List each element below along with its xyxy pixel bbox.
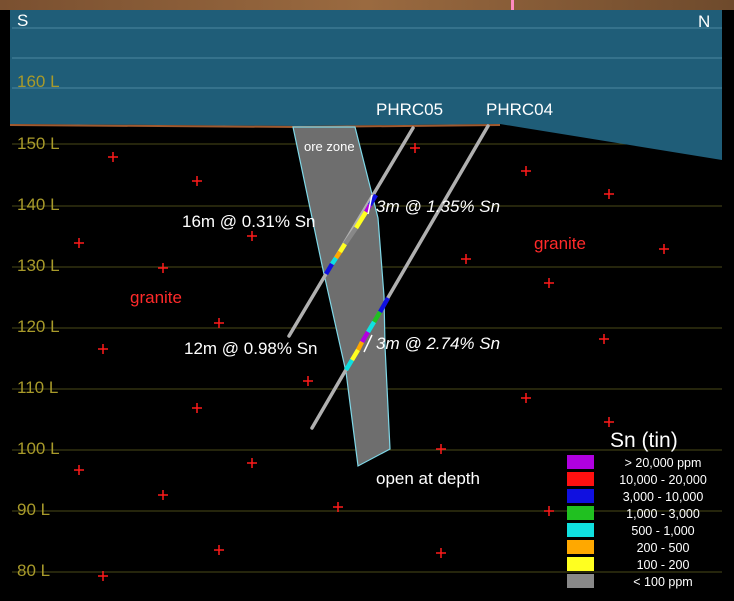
granite-cross (521, 166, 531, 176)
granite-crosses (74, 143, 669, 581)
assay-interval (366, 320, 376, 334)
sky-overburden (10, 10, 722, 160)
granite-cross (521, 393, 531, 403)
legend-label: 200 - 500 (637, 541, 690, 555)
assay-interval (378, 296, 390, 314)
south-label: S (17, 11, 28, 30)
intercept-phrc04-broad: 12m @ 0.98% Sn (184, 339, 318, 358)
level-label-100: 100 L (17, 439, 60, 458)
granite-cross (98, 571, 108, 581)
legend-label: 3,000 - 10,000 (623, 490, 704, 504)
granite-cross (599, 334, 609, 344)
drill-hole-phrc04-label: PHRC04 (486, 100, 553, 119)
intercept-bracket (363, 334, 373, 353)
granite-cross (604, 417, 614, 427)
granite-cross (192, 403, 202, 413)
level-label-120: 120 L (17, 317, 60, 336)
intercept-phrc05-broad: 16m @ 0.31% Sn (182, 212, 316, 231)
legend: Sn (tin) > 20,000 ppm 10,000 - 20,000 3,00… (567, 429, 707, 589)
legend-label: > 20,000 ppm (625, 456, 702, 470)
granite-cross (436, 548, 446, 558)
assay-interval (344, 358, 354, 372)
open-at-depth-note: open at depth (376, 469, 480, 488)
assay-interval (350, 348, 360, 362)
legend-swatch (567, 540, 594, 554)
assay-interval (334, 250, 342, 260)
intercept-phrc04-high-grade: 3m @ 2.74% Sn (376, 334, 500, 353)
level-label-110: 110 L (17, 378, 58, 397)
granite-cross (544, 278, 554, 288)
granite-cross (303, 376, 313, 386)
legend-items: > 20,000 ppm 10,000 - 20,000 3,000 - 10,00… (567, 455, 707, 589)
level-label-160: 160 L (17, 72, 60, 91)
assay-interval (324, 262, 334, 276)
level-label-130: 130 L (17, 256, 60, 275)
level-label-140: 140 L (17, 195, 60, 214)
granite-cross (158, 263, 168, 273)
legend-swatch (567, 574, 594, 588)
assay-interval (338, 242, 347, 254)
legend-swatch (567, 472, 594, 486)
intercept-phrc05-high-grade: 3m @ 1.35% Sn (376, 197, 500, 216)
level-label-150: 150 L (17, 134, 60, 153)
level-label-80: 80 L (17, 561, 50, 580)
legend-swatch (567, 506, 594, 520)
granite-cross (108, 152, 118, 162)
granite-cross (461, 254, 471, 264)
legend-title: Sn (tin) (610, 429, 678, 452)
granite-cross (214, 545, 224, 555)
drill-hole-phrc05-label: PHRC05 (376, 100, 443, 119)
granite-cross (214, 318, 224, 328)
granite-cross (436, 444, 446, 454)
assay-interval (372, 310, 382, 324)
north-label: N (698, 12, 710, 31)
granite-cross (604, 189, 614, 199)
granite-cross (74, 238, 84, 248)
surface-ground (0, 0, 734, 10)
legend-label: 1,000 - 3,000 (626, 507, 700, 521)
granite-cross (247, 458, 257, 468)
legend-label: < 100 ppm (633, 575, 692, 589)
granite-cross (98, 344, 108, 354)
granite-cross (410, 143, 420, 153)
legend-label: 10,000 - 20,000 (619, 473, 707, 487)
drill-hole-phrc04-trace (310, 124, 490, 430)
granite-cross (333, 502, 343, 512)
legend-swatch (567, 455, 594, 469)
surface-line (9, 124, 301, 128)
legend-swatch (567, 489, 594, 503)
granite-cross (544, 506, 554, 516)
assay-interval (360, 330, 370, 344)
legend-label: 100 - 200 (637, 558, 690, 572)
legend-swatch (567, 523, 594, 537)
legend-swatch (567, 557, 594, 571)
granite-cross (659, 244, 669, 254)
level-label-90: 90 L (17, 500, 50, 519)
intercept-bracket (367, 194, 373, 215)
pink-marker (511, 0, 514, 10)
granite-label: granite (130, 288, 182, 307)
granite-cross (192, 176, 202, 186)
granite-cross (247, 231, 257, 241)
assay-interval (355, 340, 365, 352)
granite-cross (74, 465, 84, 475)
sky-level-lines (12, 27, 722, 89)
assay-interval (330, 256, 338, 266)
legend-label: 500 - 1,000 (631, 524, 694, 538)
assay-interval (343, 226, 358, 246)
assay-interval (354, 210, 368, 230)
granite-label: granite (534, 234, 586, 253)
granite-cross (158, 490, 168, 500)
ore-zone-label: ore zone (304, 139, 355, 154)
